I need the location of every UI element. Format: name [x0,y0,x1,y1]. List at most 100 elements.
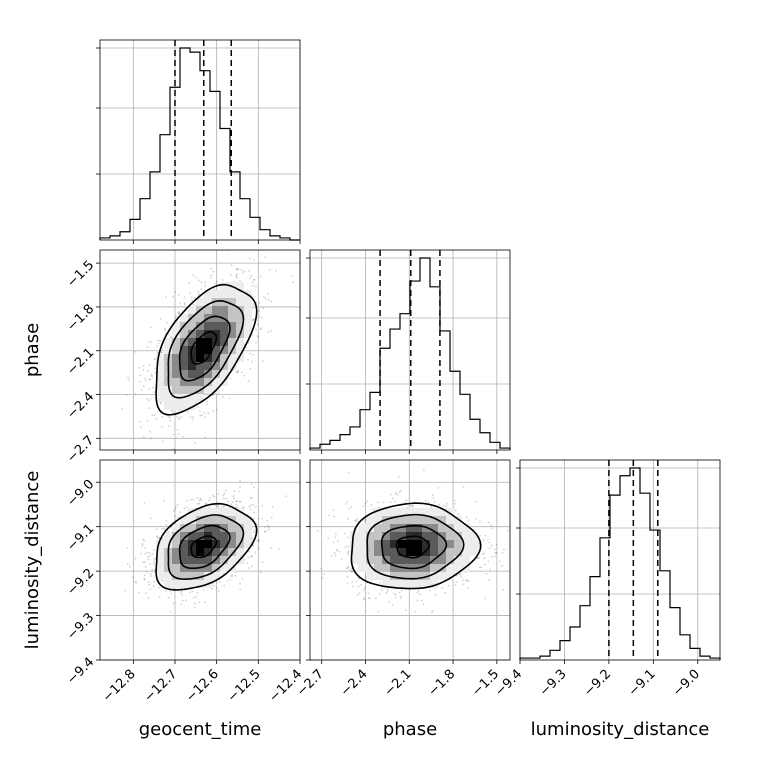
scatter-point [202,588,205,591]
scatter-point [128,565,131,568]
density-cell [228,362,236,370]
scatter-point [158,596,161,599]
scatter-point [271,505,274,508]
scatter-point [230,503,233,506]
scatter-point [367,597,370,600]
x-tick-label-geocent-time: −12.7 [142,667,181,706]
density-cell [172,532,180,540]
scatter-point [144,379,147,382]
scatter-point [447,584,450,587]
scatter-point [155,535,158,537]
scatter-point [155,528,158,531]
scatter-point [226,579,229,582]
scatter-point [250,274,253,277]
y-tick-label-phase: −1.8 [64,302,97,335]
scatter-point [347,550,350,553]
hist-bin [160,135,170,240]
scatter-point [165,524,168,527]
density-cell [204,524,212,532]
hist-bin [590,577,600,660]
scatter-point [257,540,260,543]
density-cell [156,572,164,580]
joint-geocent-time-luminosity-distance [124,480,287,613]
scatter-point [217,493,220,495]
scatter-point [264,256,267,259]
scatter-point [191,590,194,593]
density-cell [196,370,204,378]
hist-bin [370,392,380,450]
scatter-point [151,375,154,378]
scatter-point [149,326,152,329]
scatter-point [134,392,137,395]
scatter-point [462,579,464,582]
hist-bin [330,440,340,450]
scatter-point [235,500,238,503]
scatter-point [228,397,231,400]
density-cell [164,394,172,402]
hist-bin [630,468,640,660]
density-cell [244,322,252,330]
scatter-point [214,504,217,507]
scatter-point [465,578,468,581]
scatter-point [354,519,357,522]
scatter-point [165,296,168,299]
density-cell [180,564,188,572]
scatter-point [138,421,141,424]
hist-bin [340,435,350,450]
scatter-point [199,497,202,500]
density-cell [236,282,244,290]
scatter-point [346,566,349,569]
scatter-point [399,597,402,600]
density-cell [212,548,220,556]
scatter-point [126,563,129,565]
hist-luminosity-distance [519,460,721,660]
scatter-point [152,585,155,588]
scatter-point [490,524,493,527]
scatter-point [149,397,152,400]
hist-bin [550,650,560,660]
scatter-point [235,274,238,277]
density-cell [180,402,188,410]
density-cell [236,338,244,346]
scatter-point [142,385,145,387]
scatter-point [183,303,186,306]
scatter-point [258,310,261,313]
scatter-point [143,539,146,542]
scatter-point [177,294,180,296]
density-cell [196,580,204,588]
density-cell [220,564,228,572]
density-cell [196,338,204,346]
scatter-point [346,582,349,585]
hist-phase [309,250,511,450]
density-cell [180,378,188,386]
scatter-point [253,278,256,281]
scatter-point [239,279,241,282]
scatter-point [153,560,155,563]
hist-phase-grid [306,250,510,454]
x-tick-label-phase: −1.8 [425,667,458,700]
scatter-point [160,351,162,354]
x-tick-label-luminosity-distance: −9.1 [626,667,659,700]
scatter-point [267,524,269,527]
scatter-point [167,425,170,427]
scatter-point [176,415,178,418]
density-cell [228,330,236,338]
scatter-point [275,269,277,272]
scatter-point [261,517,264,520]
density-cell [236,314,244,322]
scatter-point [243,270,245,273]
y-tick-label-phase: −2.1 [64,345,97,378]
hist-bin [200,71,210,240]
hist-bin [360,410,370,450]
scatter-point [278,547,281,550]
y-tick-label-phase: −2.4 [64,389,97,422]
scatter-point [174,508,177,510]
scatter-point [134,557,137,560]
density-cell [228,556,236,564]
scatter-point [458,573,461,576]
scatter-point [189,416,192,419]
scatter-point [454,584,457,586]
scatter-point [188,591,191,594]
hist-bin [450,371,460,450]
hist-bin [570,627,580,660]
